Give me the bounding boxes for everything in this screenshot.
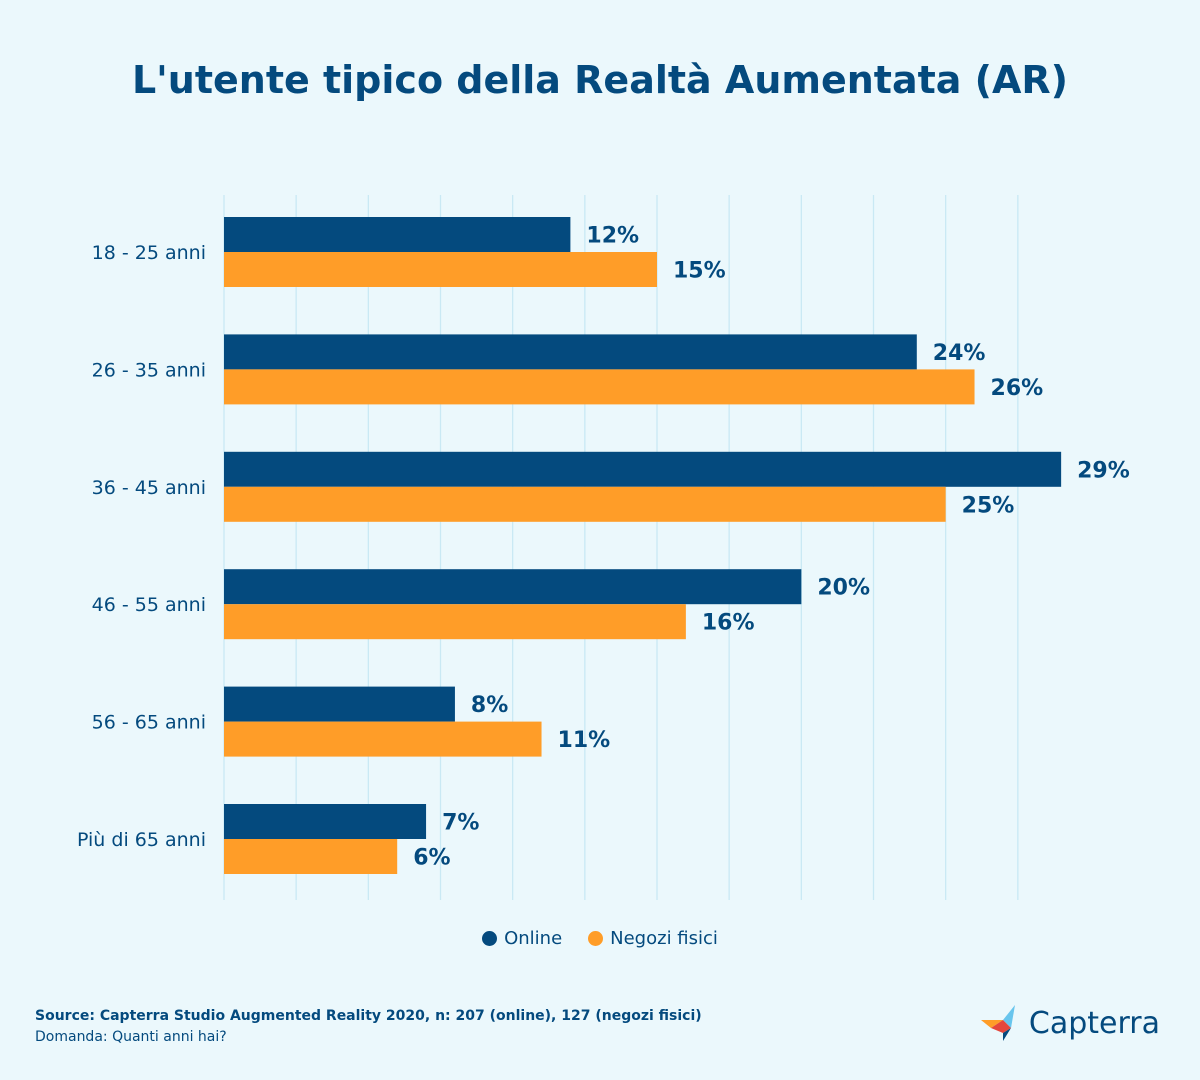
bar-online [224, 334, 917, 370]
bar-online [224, 686, 455, 722]
source-text: Source: Capterra Studio Augmented Realit… [35, 1008, 702, 1024]
bar-negozi [224, 721, 542, 757]
legend-dot-negozi [588, 931, 604, 946]
bar-value-label: 29% [1077, 458, 1130, 483]
bar-value-label: 26% [991, 376, 1044, 401]
legend-item-negozi: Negozi fisici [588, 928, 718, 949]
category-label: 18 - 25 anni [92, 242, 206, 264]
category-label: 56 - 65 anni [92, 712, 206, 734]
bar-online [224, 569, 802, 605]
bar-chart: 18 - 25 anni 12% 15% 26 - 35 anni 24%26% 36 -… [77, 195, 1130, 900]
capterra-logo-text: Capterra [1028, 1005, 1160, 1041]
legend: Online Negozi fisici [0, 928, 1200, 949]
legend-label-online: Online [504, 928, 563, 949]
capterra-arrow-icon [980, 1005, 1015, 1041]
legend-label-negozi: Negozi fisici [610, 928, 718, 949]
category-label: Più di 65 anni [77, 829, 206, 851]
bar-value-label: 20% [817, 576, 870, 601]
bar-value-label: 24% [933, 341, 986, 366]
bar-value-label: 25% [962, 493, 1015, 518]
bar-negozi [224, 252, 657, 287]
category-label: 36 - 45 anni [92, 477, 206, 499]
bar-negozi [224, 486, 946, 522]
bar-online [224, 451, 1062, 487]
bar-negozi [224, 604, 686, 640]
question-text: Domanda: Quanti anni hai? [35, 1029, 227, 1045]
bar-value-label: 7% [442, 811, 479, 836]
capterra-logo: Capterra [980, 1004, 1160, 1042]
bar-negozi [224, 369, 975, 405]
bar-value-label: 8% [471, 693, 508, 718]
bar-value-label: 11% [558, 728, 611, 753]
footer: Source: Capterra Studio Augmented Realit… [35, 1006, 702, 1048]
bar-value-label: 12% [586, 224, 639, 249]
bar-online [224, 804, 427, 839]
bar-value-label: 6% [413, 846, 450, 871]
bar-value-label: 15% [673, 259, 726, 284]
category-label: 46 - 55 anni [92, 594, 206, 616]
category-label: 26 - 35 anni [92, 359, 206, 381]
legend-dot-online [482, 931, 498, 946]
bar-negozi [224, 839, 398, 874]
legend-item-online: Online [482, 928, 562, 949]
bar-online [224, 217, 571, 252]
chart-title: L'utente tipico della Realtà Aumentata (… [131, 58, 1069, 102]
bar-value-label: 16% [702, 611, 755, 636]
